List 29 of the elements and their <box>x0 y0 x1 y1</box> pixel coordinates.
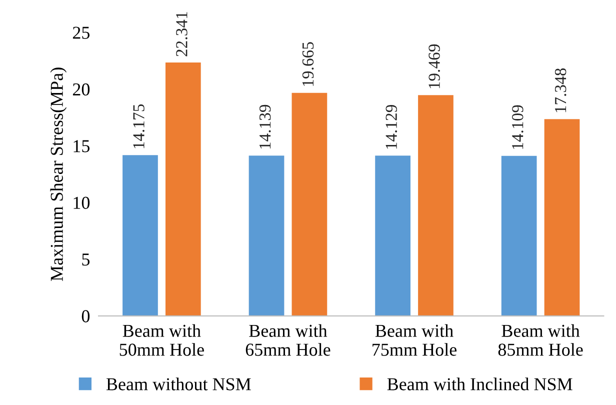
bar <box>165 62 201 316</box>
data-label: 22.341 <box>176 12 188 56</box>
y-tick-label: 15 <box>74 140 90 152</box>
bar <box>248 156 284 316</box>
data-label: 14.129 <box>386 104 398 149</box>
bar <box>501 156 537 316</box>
x-tick-label: Beam with 75mm Hole <box>372 324 457 356</box>
bar <box>418 95 454 316</box>
data-label: 19.665 <box>302 42 314 86</box>
y-axis-title: Maximum Shear Stress(MPa) <box>50 68 67 281</box>
y-tick-label: 10 <box>74 196 90 209</box>
bar <box>544 119 580 316</box>
data-label: 17.348 <box>554 68 566 112</box>
bar <box>122 155 158 316</box>
legend-label: Beam with Inclined NSM <box>387 378 572 390</box>
y-tick-label: 25 <box>72 26 90 39</box>
data-label: 19.469 <box>428 44 440 88</box>
y-tick-label: 20 <box>72 83 90 96</box>
data-label: 14.139 <box>259 104 271 149</box>
bar <box>292 92 328 316</box>
x-tick-label: Beam with 65mm Hole <box>246 324 330 356</box>
legend-label: Beam without NSM <box>106 378 251 390</box>
data-label: 14.109 <box>512 105 524 149</box>
data-label: 14.175 <box>133 104 144 148</box>
y-tick-label: 0 <box>82 310 90 322</box>
bar <box>375 156 410 316</box>
x-tick-label: Beam with 50mm Hole <box>120 324 204 356</box>
y-tick-label: 5 <box>82 254 90 266</box>
x-tick-label: Beam with 85mm Hole <box>498 324 583 356</box>
